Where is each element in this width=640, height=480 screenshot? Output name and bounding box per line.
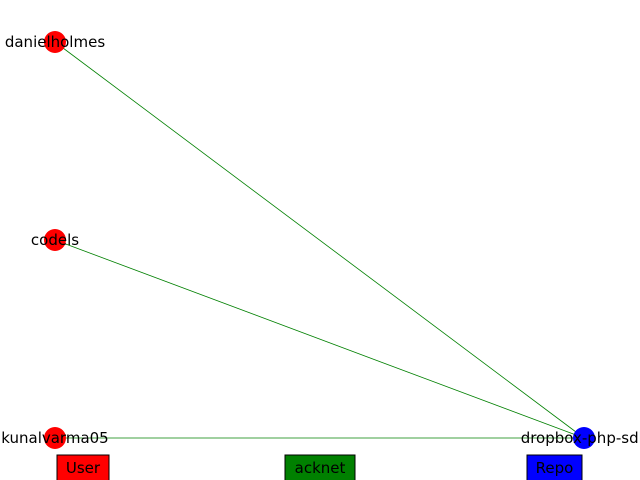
node-label-dropbox-php-sdk: dropbox-php-sdk bbox=[521, 429, 640, 447]
edge-codels-dropbox-php-sdk bbox=[54, 239, 585, 439]
legend-label-repo: Repo bbox=[536, 459, 574, 477]
node-codels bbox=[44, 229, 66, 251]
node-danielholmes bbox=[44, 31, 66, 53]
legend-swatch-repo bbox=[526, 454, 583, 480]
legend-label-user: User bbox=[66, 459, 101, 477]
node-label-danielholmes: danielholmes bbox=[5, 33, 105, 51]
legend-label-acknet: acknet bbox=[295, 459, 346, 477]
legend: User acknet Repo bbox=[56, 454, 583, 480]
labels-layer: danielholmes codels kunalvarma05 dropbox-ph… bbox=[1, 33, 640, 447]
legend-swatch-user bbox=[56, 454, 110, 480]
node-kunalvarma05 bbox=[44, 427, 66, 449]
node-dropbox-php-sdk bbox=[573, 427, 595, 449]
node-label-kunalvarma05: kunalvarma05 bbox=[1, 429, 108, 447]
legend-item-repo: Repo bbox=[526, 454, 583, 480]
legend-swatch-acknet bbox=[284, 454, 356, 480]
legend-item-user: User bbox=[56, 454, 110, 480]
edges-layer bbox=[54, 41, 585, 439]
nodes-layer bbox=[44, 31, 595, 449]
legend-item-acknet: acknet bbox=[284, 454, 356, 480]
node-label-codels: codels bbox=[31, 231, 79, 249]
edge-danielholmes-dropbox-php-sdk bbox=[54, 41, 585, 439]
